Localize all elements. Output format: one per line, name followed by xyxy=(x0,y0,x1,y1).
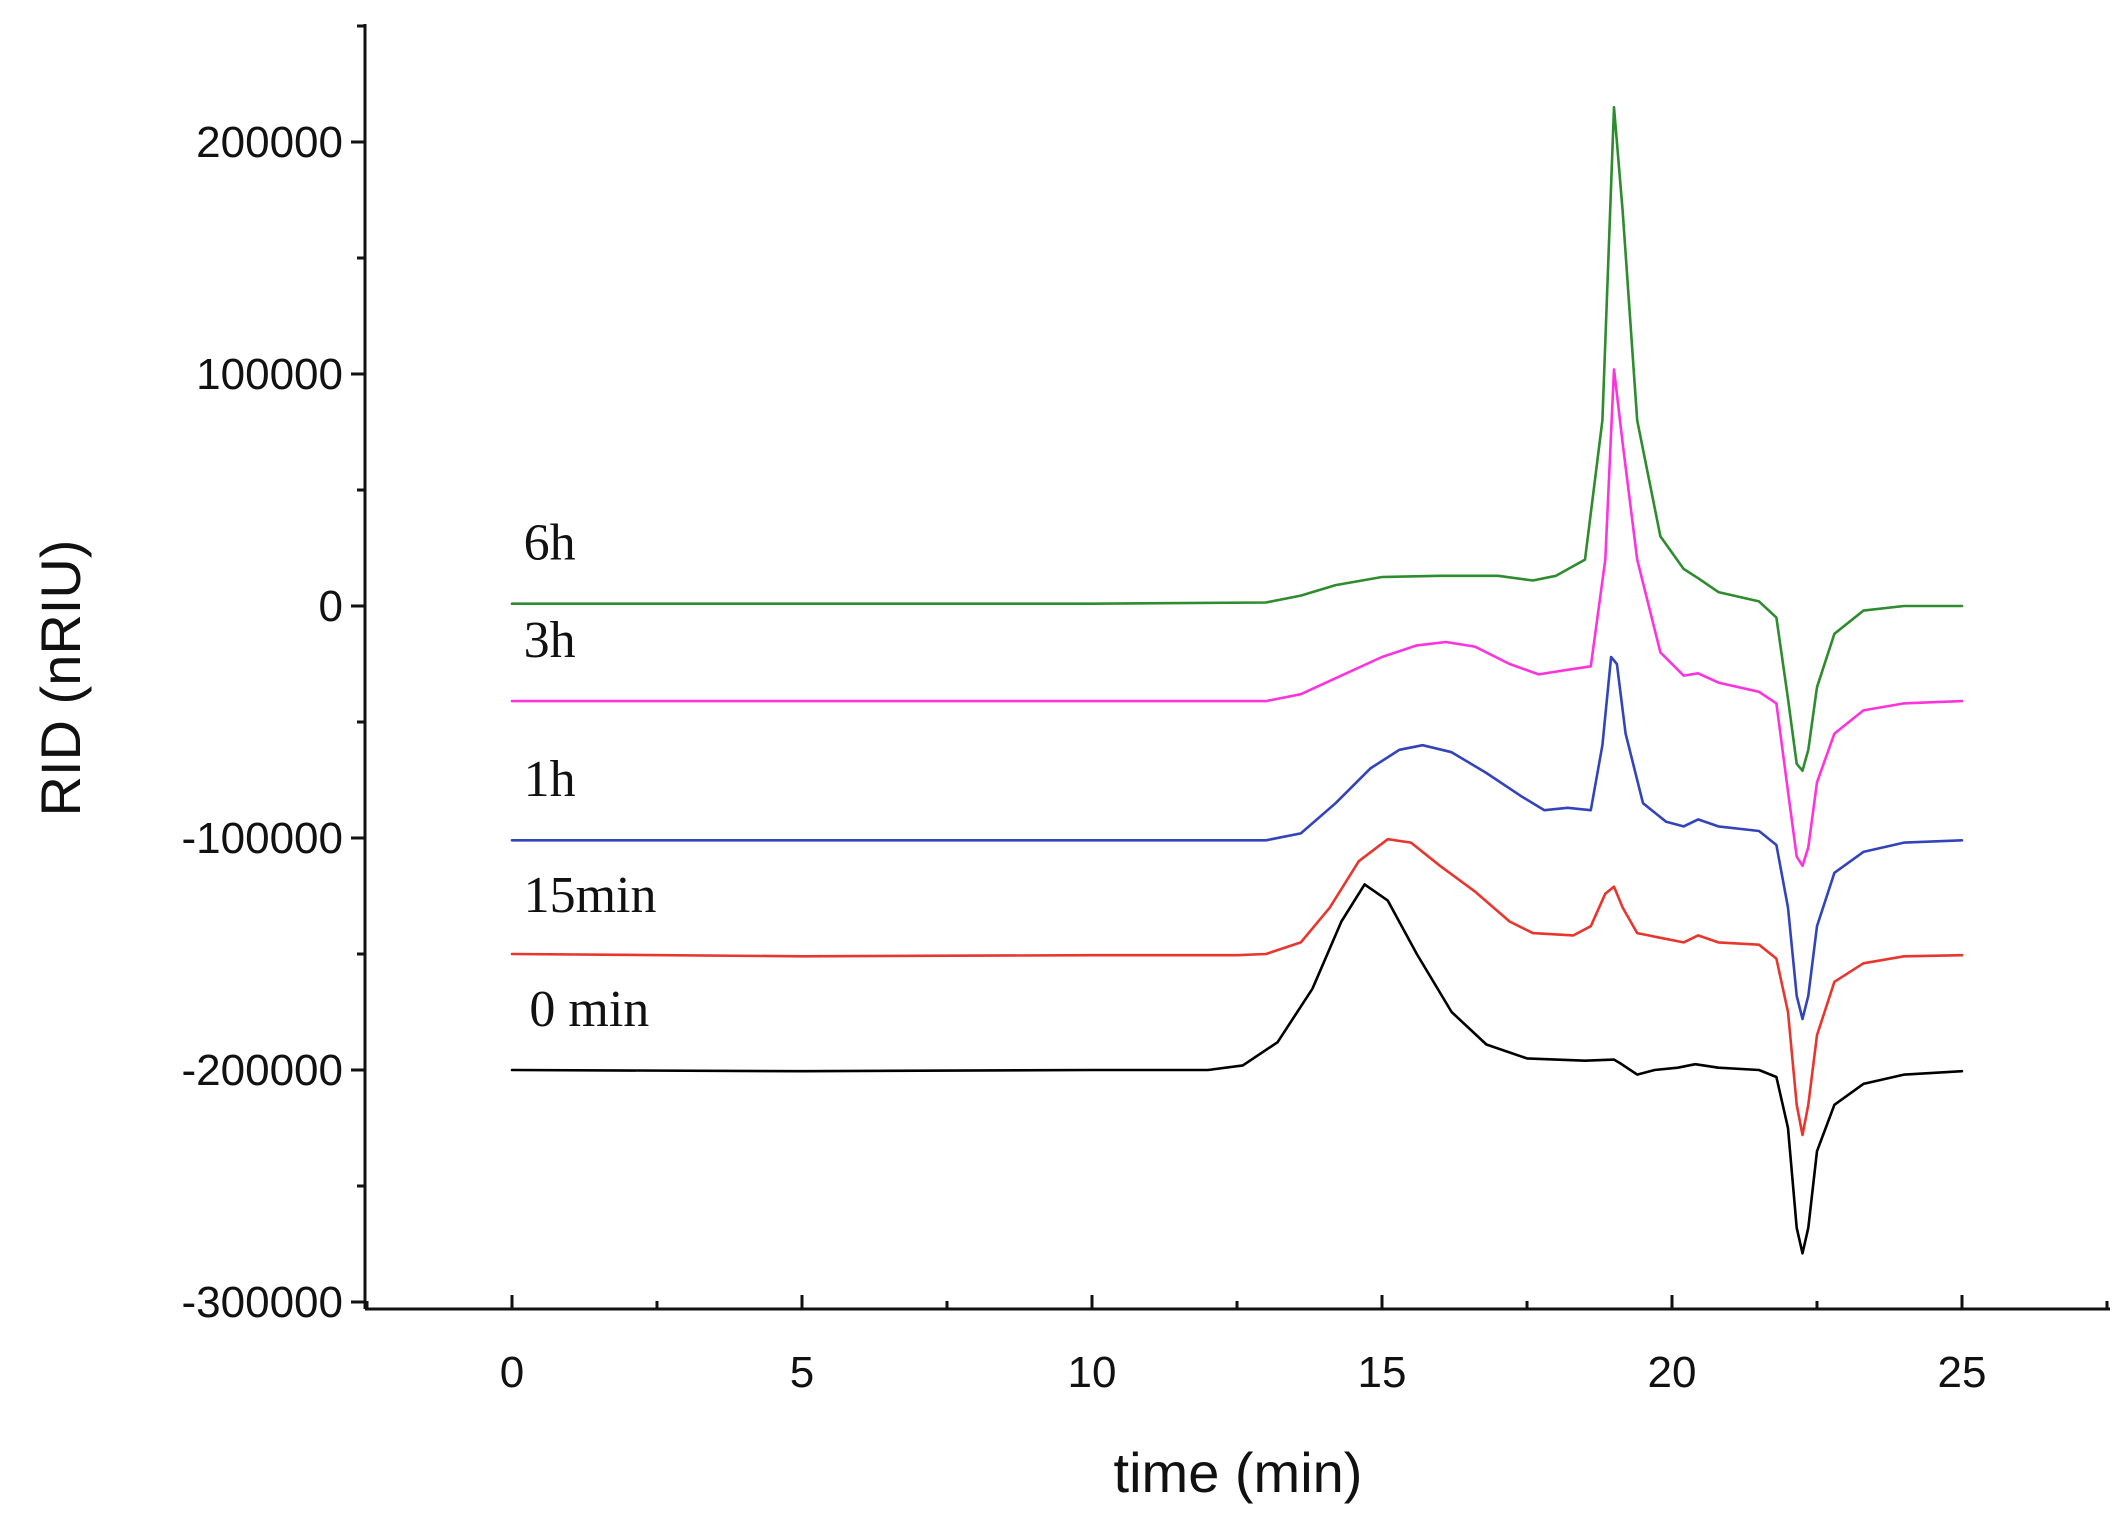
x-tick-label: 5 xyxy=(790,1348,814,1397)
x-tick-label: 25 xyxy=(1938,1348,1987,1397)
y-tick-label: -200000 xyxy=(182,1046,343,1095)
series-group xyxy=(510,105,1964,1255)
tick-labels: 0 5 10 15 20 25 -300000 -200000 -100000 0 100000 20… xyxy=(182,118,1987,1397)
series-line-1h xyxy=(510,655,1964,1021)
axes xyxy=(363,24,2110,1311)
series-label: 3h xyxy=(524,612,576,669)
series-label: 6h xyxy=(524,515,576,572)
series-label: 15min xyxy=(524,867,657,924)
x-tick-label: 20 xyxy=(1648,1348,1697,1397)
y-tick-label: 200000 xyxy=(196,118,343,167)
series-labels: 0 min 15min 1h 3h 6h xyxy=(524,515,657,1038)
y-tick-label: -300000 xyxy=(182,1278,343,1327)
y-tick-label: 0 xyxy=(319,582,343,631)
series-line-15min xyxy=(510,837,1964,1137)
ticks xyxy=(351,24,2109,1309)
series-label: 0 min xyxy=(529,981,649,1038)
x-tick-label: 10 xyxy=(1068,1348,1117,1397)
x-tick-label: 0 xyxy=(500,1348,524,1397)
series-line-3h xyxy=(510,368,1964,868)
y-tick-label: -100000 xyxy=(182,814,343,863)
x-axis-title: time (min) xyxy=(1114,1441,1363,1504)
series-line-0-min xyxy=(510,883,1964,1255)
y-axis-title: RID (nRIU) xyxy=(29,540,92,817)
series-line-6h xyxy=(510,105,1964,772)
y-tick-label: 100000 xyxy=(196,350,343,399)
x-tick-label: 15 xyxy=(1358,1348,1407,1397)
series-label: 1h xyxy=(524,751,576,808)
